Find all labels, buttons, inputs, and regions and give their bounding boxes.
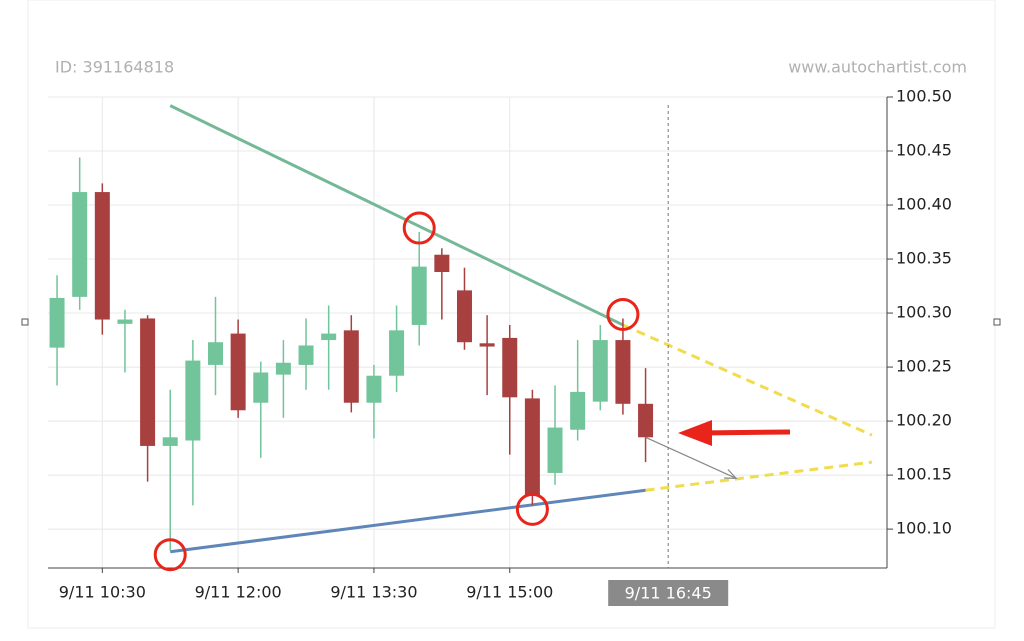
- candle-body: [72, 192, 88, 297]
- candle-body: [207, 342, 223, 365]
- forecast-arrow: [645, 436, 737, 479]
- x-tick-label: 9/11 12:00: [195, 583, 282, 602]
- candle-body: [547, 427, 563, 473]
- y-tick-label: 100.30: [896, 303, 952, 322]
- candle-body: [275, 362, 291, 375]
- candle-body: [615, 340, 631, 404]
- forecast-arrowhead: [724, 469, 738, 479]
- candle-body: [298, 345, 314, 365]
- trendline: [622, 323, 873, 437]
- candle-body: [366, 375, 382, 403]
- candle-body: [638, 403, 654, 438]
- y-tick-label: 100.35: [896, 249, 952, 268]
- candle-body: [592, 340, 608, 402]
- handle: [21, 318, 29, 326]
- pointer-arrowhead: [678, 420, 712, 446]
- chart-id: ID: 391164818: [55, 58, 174, 77]
- candle-body: [456, 290, 472, 343]
- pivot-highlight: [153, 538, 187, 572]
- cursor-label-bg: [608, 580, 729, 606]
- x-tick-label: 9/11 13:30: [330, 583, 417, 602]
- frame: [27, 0, 996, 629]
- candle-body: [389, 330, 405, 376]
- y-tick-label: 100.15: [896, 465, 952, 484]
- pivot-highlight: [402, 211, 436, 245]
- candle-body: [411, 266, 427, 325]
- y-tick-label: 100.45: [896, 141, 952, 160]
- y-tick-label: 100.20: [896, 411, 952, 430]
- candle-body: [185, 360, 201, 441]
- candle-body: [253, 372, 269, 403]
- candle-body: [117, 319, 133, 324]
- handle: [993, 318, 1001, 326]
- pointer-arrow: [699, 429, 791, 436]
- trendline: [645, 460, 873, 492]
- trendline: [170, 488, 646, 554]
- candle-body: [94, 192, 110, 320]
- candle-body: [49, 297, 65, 348]
- cursor-label: 9/11 16:45: [625, 584, 712, 603]
- x-tick-label: 9/11 15:00: [466, 583, 553, 602]
- x-tick-label: 9/11 10:30: [59, 583, 146, 602]
- y-tick-label: 100.50: [896, 87, 952, 106]
- candle-body: [343, 330, 359, 403]
- candle-body: [479, 343, 495, 347]
- y-tick-label: 100.10: [896, 519, 952, 538]
- y-tick-label: 100.25: [896, 357, 952, 376]
- y-tick-label: 100.40: [896, 195, 952, 214]
- candle-body: [434, 254, 450, 273]
- trendline: [169, 104, 624, 327]
- pivot-highlight: [606, 297, 640, 331]
- candle-body: [570, 391, 586, 430]
- watermark: www.autochartist.com: [788, 58, 967, 77]
- pivot-highlight: [515, 492, 549, 526]
- candle-body: [230, 333, 246, 411]
- candle-body: [140, 318, 156, 446]
- candle-body: [524, 398, 540, 496]
- candle-body: [321, 333, 337, 341]
- candle-body: [162, 437, 178, 446]
- candle-body: [502, 337, 518, 398]
